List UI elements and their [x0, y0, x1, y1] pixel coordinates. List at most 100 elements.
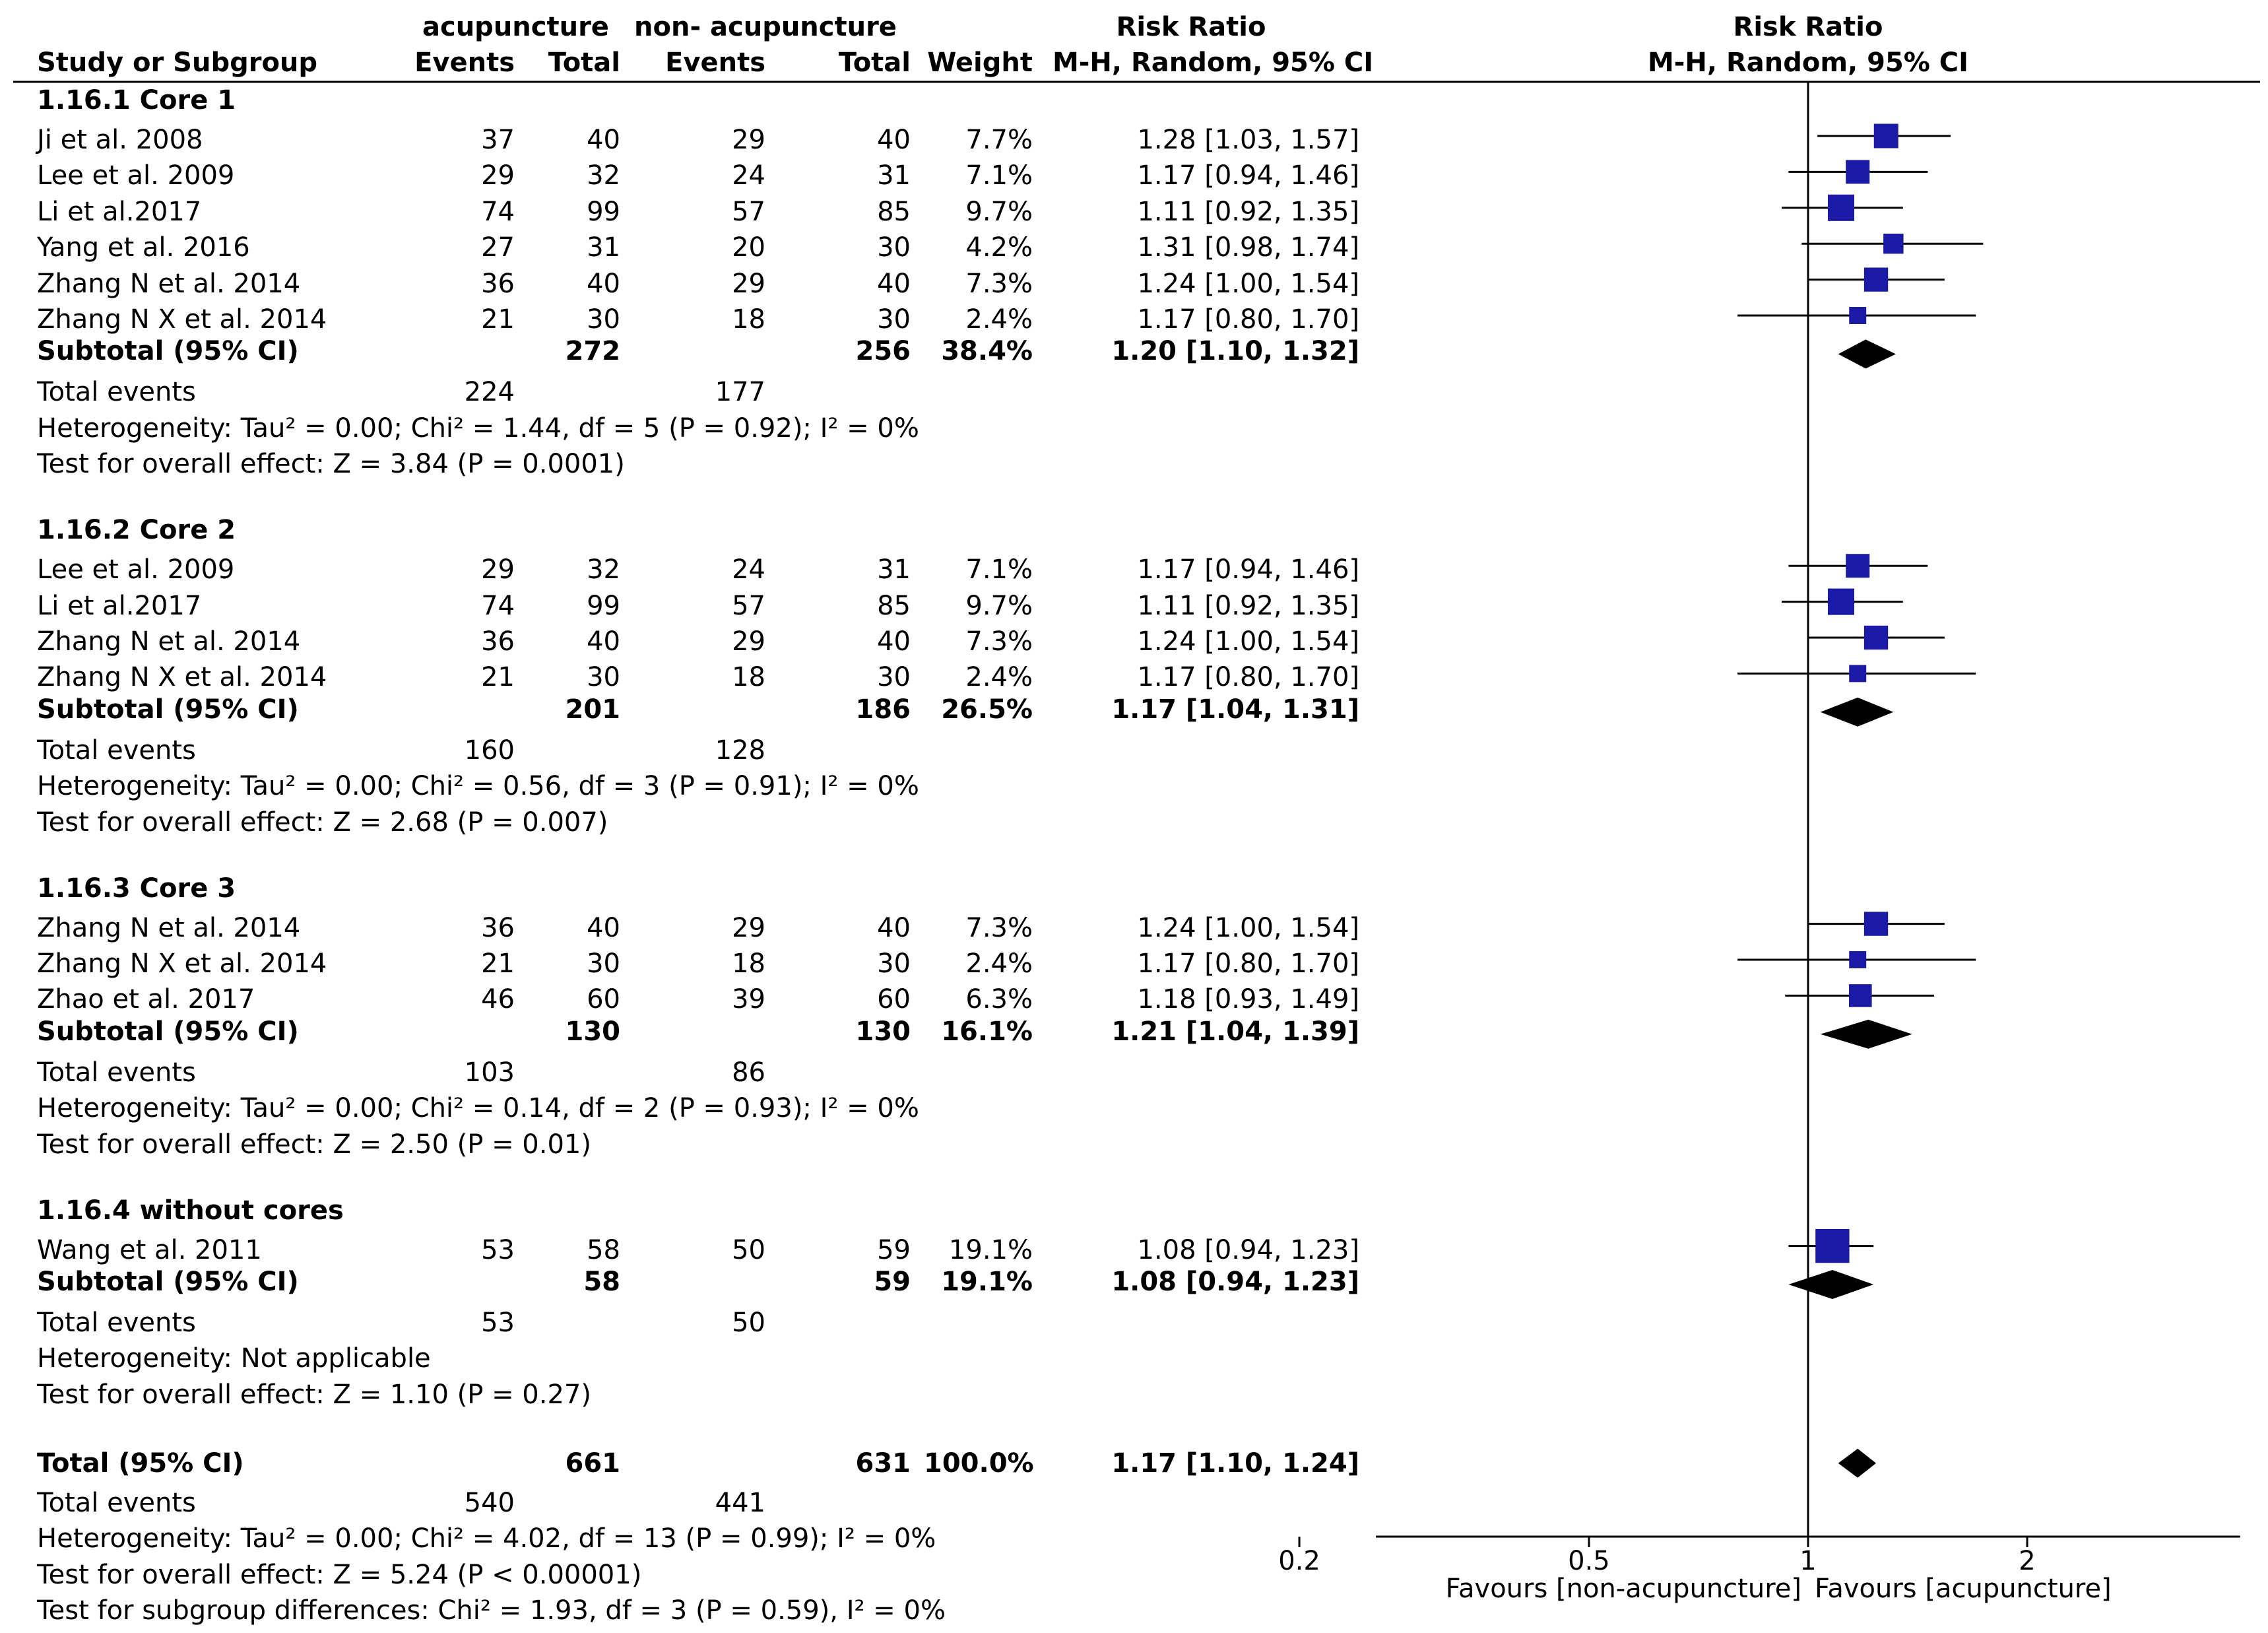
study-name: Zhao et al. 2017	[37, 984, 255, 1015]
grand-total-control: 631	[855, 1448, 911, 1479]
study-risk-ratio: 1.31 [0.98, 1.74]	[1137, 232, 1359, 263]
study-total-acupuncture: 40	[587, 912, 620, 943]
subgroup-differences-text: Test for subgroup differences: Chi² = 1.…	[37, 1595, 946, 1626]
study-total-control: 40	[877, 125, 911, 155]
study-total-acupuncture: 31	[587, 232, 620, 263]
study-1-0-point-estimate	[1846, 554, 1870, 578]
subtotal-risk-ratio: 1.17 [1.04, 1.31]	[1111, 694, 1359, 725]
study-events-acupuncture: 27	[481, 232, 515, 263]
study-name: Li et al.2017	[37, 196, 202, 227]
overall-effect-text: Test for overall effect: Z = 3.84 (P = 0…	[37, 449, 625, 480]
total-events-control: 50	[732, 1308, 765, 1338]
study-weight: 7.3%	[965, 626, 1033, 657]
study-weight: 2.4%	[965, 949, 1033, 979]
overall-effect-text: Test for overall effect: Z = 2.68 (P = 0…	[37, 807, 608, 838]
study-risk-ratio: 1.08 [0.94, 1.23]	[1137, 1234, 1359, 1265]
subtotal-total-acupuncture: 58	[583, 1267, 620, 1297]
overall-heterogeneity-text: Heterogeneity: Tau² = 0.00; Chi² = 4.02,…	[37, 1523, 936, 1554]
study-1-1-point-estimate	[1827, 588, 1855, 615]
study-total-acupuncture: 99	[587, 196, 620, 227]
grand-events-acupuncture: 540	[464, 1487, 515, 1518]
x-tick-label: 2	[2019, 1546, 2036, 1576]
subgroup-title: 1.16.2 Core 2	[37, 515, 236, 546]
study-weight: 9.7%	[965, 196, 1033, 227]
header-group2: non- acupuncture	[634, 12, 897, 42]
header-risk-ratio-table: Risk Ratio	[1116, 12, 1266, 42]
study-risk-ratio: 1.11 [0.92, 1.35]	[1137, 196, 1359, 227]
study-risk-ratio: 1.17 [0.94, 1.46]	[1137, 554, 1359, 585]
header-study-col: Study or Subgroup	[37, 48, 318, 78]
study-total-acupuncture: 99	[587, 590, 620, 621]
study-name: Yang et al. 2016	[37, 232, 250, 263]
subtotal-weight: 16.1%	[941, 1016, 1033, 1047]
study-weight: 7.7%	[965, 125, 1033, 155]
header-method-table: M-H, Random, 95% CI	[1053, 48, 1374, 78]
study-weight: 19.1%	[948, 1234, 1033, 1265]
study-weight: 6.3%	[965, 984, 1033, 1015]
subtotal-2-diamond	[1820, 1019, 1912, 1049]
favours-right-label: Favours [acupuncture]	[1815, 1574, 2112, 1604]
study-name: Zhang N et al. 2014	[37, 912, 301, 943]
study-events-acupuncture: 53	[481, 1234, 515, 1265]
study-events-control: 20	[732, 232, 765, 263]
study-total-acupuncture: 58	[587, 1234, 620, 1265]
header-total1: Total	[548, 48, 620, 78]
total-events-label: Total events	[37, 1308, 196, 1338]
study-name: Ji et al. 2008	[37, 125, 203, 155]
subgroup-title: 1.16.4 without cores	[37, 1195, 344, 1226]
subgroup-title: 1.16.3 Core 3	[37, 873, 236, 904]
header-total2: Total	[838, 48, 911, 78]
study-name: Zhang N et al. 2014	[37, 268, 301, 299]
total-events-control: 86	[732, 1057, 765, 1088]
study-weight: 7.3%	[965, 912, 1033, 943]
subtotal-3-diamond	[1788, 1270, 1874, 1299]
study-2-0-point-estimate	[1863, 912, 1889, 936]
subtotal-total-control: 130	[855, 1016, 911, 1047]
study-total-control: 40	[877, 912, 911, 943]
x-tick-label: 0.2	[1278, 1546, 1320, 1576]
study-events-acupuncture: 37	[481, 125, 515, 155]
study-2-1-point-estimate	[1849, 951, 1867, 968]
study-events-control: 24	[732, 554, 765, 585]
subtotal-total-acupuncture: 201	[565, 694, 621, 725]
subtotal-risk-ratio: 1.20 [1.10, 1.32]	[1111, 336, 1359, 367]
study-3-0-point-estimate	[1815, 1228, 1850, 1263]
study-events-acupuncture: 36	[481, 626, 515, 657]
study-total-control: 30	[877, 662, 911, 693]
study-weight: 2.4%	[965, 662, 1033, 693]
study-events-acupuncture: 46	[481, 984, 515, 1015]
study-total-control: 40	[877, 626, 911, 657]
study-events-acupuncture: 21	[481, 304, 515, 335]
grand-total-weight: 100.0%	[924, 1448, 1034, 1479]
study-1-2-point-estimate	[1863, 625, 1889, 650]
study-risk-ratio: 1.17 [0.80, 1.70]	[1137, 304, 1359, 335]
study-0-0-point-estimate	[1873, 123, 1898, 149]
study-events-control: 18	[732, 304, 765, 335]
study-0-5-point-estimate	[1849, 307, 1867, 324]
study-total-control: 85	[877, 196, 911, 227]
study-events-control: 29	[732, 125, 765, 155]
subtotal-risk-ratio: 1.21 [1.04, 1.39]	[1111, 1016, 1359, 1047]
subtotal-label: Subtotal (95% CI)	[37, 1016, 299, 1047]
study-risk-ratio: 1.17 [0.94, 1.46]	[1137, 160, 1359, 191]
study-events-control: 39	[732, 984, 765, 1015]
overall-effect-text: Test for overall effect: Z = 5.24 (P < 0…	[37, 1559, 642, 1590]
study-events-acupuncture: 74	[481, 590, 515, 621]
header-risk-ratio-plot: Risk Ratio	[1733, 12, 1883, 42]
study-events-control: 50	[732, 1234, 765, 1265]
study-events-control: 18	[732, 662, 765, 693]
overall-effect-text: Test for overall effect: Z = 1.10 (P = 0…	[37, 1379, 591, 1410]
total-events-acupuncture: 160	[464, 735, 515, 766]
study-total-control: 40	[877, 268, 911, 299]
study-total-acupuncture: 32	[587, 554, 620, 585]
subtotal-total-control: 59	[874, 1267, 911, 1297]
study-total-control: 60	[877, 984, 911, 1015]
study-events-control: 57	[732, 196, 765, 227]
study-total-acupuncture: 32	[587, 160, 620, 191]
subtotal-risk-ratio: 1.08 [0.94, 1.23]	[1111, 1267, 1359, 1297]
study-name: Zhang N X et al. 2014	[37, 662, 327, 693]
overall-diamond	[1838, 1448, 1877, 1478]
grand-events-control: 441	[715, 1487, 765, 1518]
study-events-control: 18	[732, 949, 765, 979]
